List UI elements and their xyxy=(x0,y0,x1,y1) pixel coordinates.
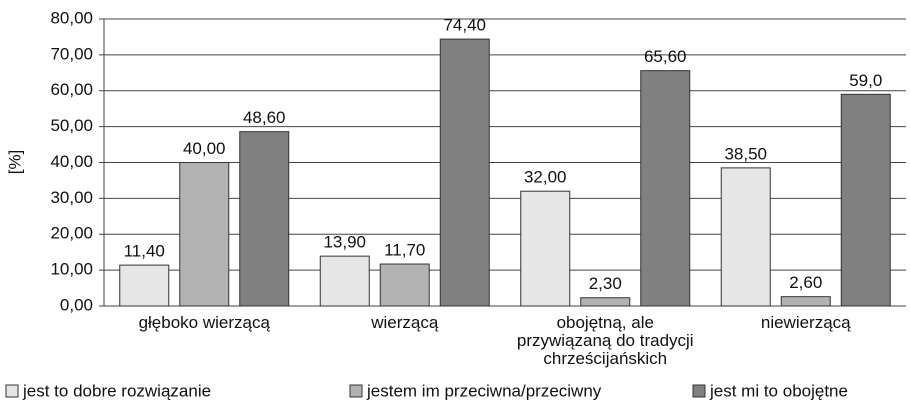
value-label: 65,60 xyxy=(644,47,687,66)
bar xyxy=(319,255,370,307)
y-tick-label: 40,00 xyxy=(50,152,93,171)
bar xyxy=(239,131,290,307)
value-label: 48,60 xyxy=(243,108,286,127)
value-label: 32,00 xyxy=(524,168,567,187)
legend-swatch xyxy=(349,384,363,398)
legend-label: jestem im przeciwna/przeciwny xyxy=(366,381,602,400)
legend-label: jest mi to obojętne xyxy=(709,381,848,400)
bar xyxy=(640,70,691,307)
value-label: 2,60 xyxy=(789,273,822,292)
value-label: 74,40 xyxy=(443,16,486,35)
bar xyxy=(119,264,170,307)
value-label: 40,00 xyxy=(183,139,226,158)
y-tick-label: 10,00 xyxy=(50,260,93,279)
value-label: 13,90 xyxy=(323,233,366,252)
bar xyxy=(840,93,891,307)
legend-label: jest to dobre rozwiązanie xyxy=(22,381,211,400)
y-tick-label: 60,00 xyxy=(50,80,93,99)
value-label: 59,0 xyxy=(849,71,882,90)
bar xyxy=(179,162,230,307)
legend-swatch xyxy=(692,384,706,398)
bar xyxy=(720,167,771,307)
y-tick-label: 50,00 xyxy=(50,116,93,135)
x-tick-label: niewierzącą xyxy=(761,313,851,332)
bar xyxy=(580,297,631,307)
x-tick-label: głęboko wierzącą xyxy=(139,313,271,332)
y-tick-label: 30,00 xyxy=(50,188,93,207)
bar xyxy=(780,296,831,307)
value-label: 11,70 xyxy=(384,241,425,260)
y-tick-label: 70,00 xyxy=(50,44,93,63)
y-tick-label: 20,00 xyxy=(50,224,93,243)
value-label: 11,40 xyxy=(124,242,165,261)
y-tick-label: 0,00 xyxy=(60,295,93,314)
legend-swatch xyxy=(5,384,19,398)
y-tick-label: 80,00 xyxy=(50,8,93,27)
bar xyxy=(520,190,571,307)
value-label: 2,30 xyxy=(589,274,622,293)
bar xyxy=(439,38,490,307)
x-tick-label: wierzącą xyxy=(370,313,439,332)
y-axis-label: [%] xyxy=(5,150,24,175)
x-tick-label: obojętną, ale przywiązaną do tradycji chrz… xyxy=(517,313,694,368)
value-label: 38,50 xyxy=(724,144,767,163)
bar xyxy=(379,263,430,307)
